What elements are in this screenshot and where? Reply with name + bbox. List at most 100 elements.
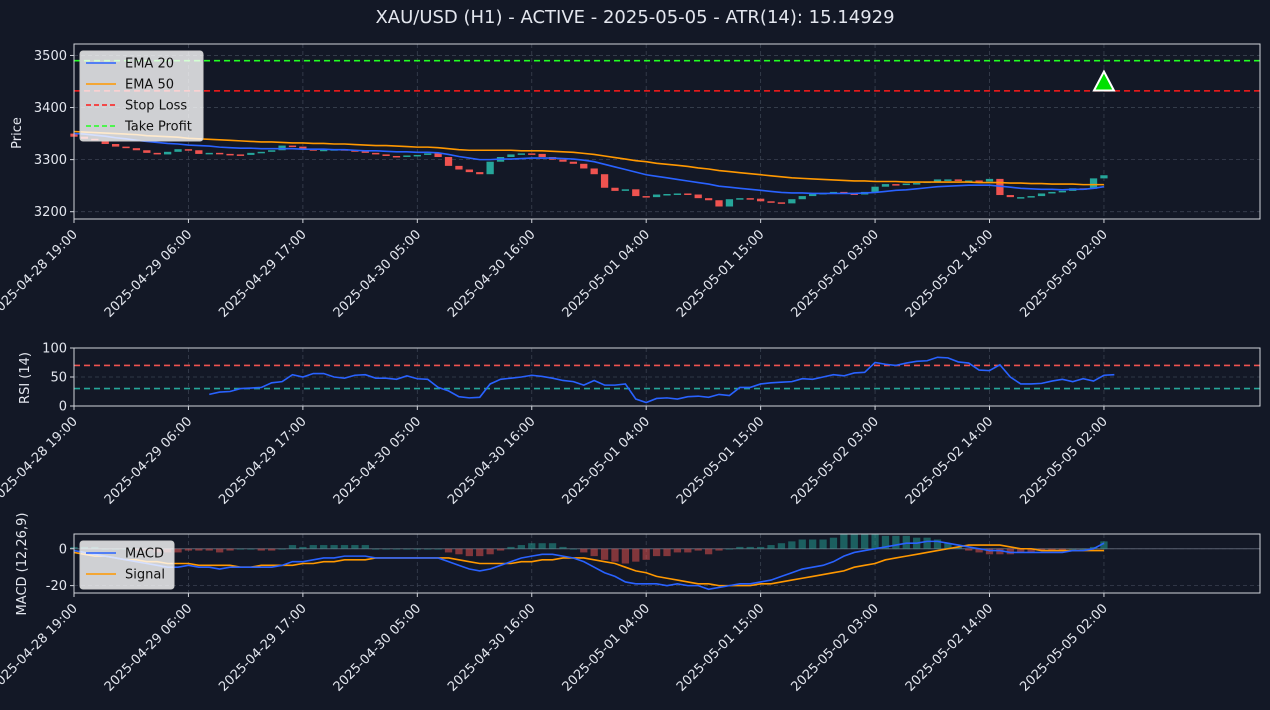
price-candle [1027, 196, 1035, 198]
price-candle [476, 172, 484, 175]
macd-histogram-bar [663, 548, 671, 557]
macd-histogram [70, 534, 1108, 564]
macd-histogram-bar [528, 543, 536, 549]
price-candle [257, 151, 265, 154]
signal-line [73, 544, 1104, 587]
price-candle [954, 179, 962, 181]
price-candle [517, 153, 525, 155]
macd-xtick-label-0: 2025-04-28 19:00 [0, 601, 81, 694]
ema20-line [73, 132, 1105, 195]
price-gridlines [73, 44, 1260, 219]
macd-ytick-label-0: -20 [46, 579, 67, 594]
macd-histogram-bar [736, 546, 744, 549]
price-candle [111, 144, 120, 147]
rsi-line [209, 356, 1115, 404]
rsi-xtick-label-7: 2025-05-02 03:00 [788, 414, 881, 507]
macd-histogram-bar [372, 548, 380, 550]
macd-histogram-bar [465, 548, 473, 557]
macd-xtick-label-2: 2025-04-29 17:00 [216, 601, 309, 694]
price-xtick-label-6: 2025-05-01 15:00 [674, 227, 767, 320]
price-series-lines [73, 130, 1105, 195]
macd-histogram-bar [850, 534, 858, 549]
price-xtick-label-7: 2025-05-02 03:00 [788, 227, 881, 320]
macd-xtick-label-3: 2025-04-30 05:00 [331, 601, 424, 694]
price-candle [174, 149, 182, 152]
price-candle [1100, 175, 1108, 179]
macd-histogram-bar [933, 539, 942, 549]
macd-histogram-bar [351, 545, 359, 549]
price-candle [434, 153, 442, 158]
price-candle [975, 180, 983, 182]
macd-histogram-bar [247, 548, 255, 550]
macd-histogram-bar [1079, 548, 1087, 550]
macd-histogram-bar [621, 548, 630, 564]
price-candle [559, 159, 567, 162]
price-candle [382, 154, 390, 156]
price-xtick-label-5: 2025-05-01 04:00 [560, 227, 653, 320]
macd-xtick-label-1: 2025-04-29 06:00 [102, 601, 195, 694]
price-xtick-label-2: 2025-04-29 17:00 [216, 227, 309, 320]
macd-legend-label-0: MACD [125, 547, 164, 562]
macd-histogram-bar [756, 546, 765, 549]
price-candle [163, 151, 172, 155]
macd-histogram-bar [819, 539, 827, 549]
macd-histogram-bar [652, 548, 661, 557]
price-candle [143, 150, 151, 153]
price-candle [798, 196, 806, 200]
price-candle [777, 202, 786, 204]
price-candle [153, 152, 161, 155]
macd-histogram-bar [746, 546, 754, 549]
price-candle [403, 155, 411, 157]
price-xtick-label-1: 2025-04-29 06:00 [102, 227, 195, 320]
price-candle [642, 196, 650, 198]
macd-histogram-bar [236, 548, 245, 550]
rsi-xtick-label-0: 2025-04-28 19:00 [0, 414, 81, 507]
price-candle [725, 199, 734, 207]
price-candle [736, 198, 744, 200]
price-legend-label-3: Take Profit [124, 120, 192, 135]
macd-histogram-bar [434, 548, 442, 550]
price-candle [205, 152, 213, 155]
price-candle [600, 174, 609, 188]
price-frame [73, 43, 1261, 220]
macd-histogram-bar [538, 543, 546, 549]
price-candle [455, 165, 463, 170]
macd-histogram-bar [902, 535, 910, 549]
price-legend-label-1: EMA 50 [125, 78, 174, 93]
rsi-ytick-label-2: 100 [42, 342, 67, 357]
macd-histogram-bar [809, 539, 817, 549]
price-candle [1048, 191, 1056, 194]
macd-histogram-bar [226, 548, 234, 551]
macd-histogram-bar [569, 548, 578, 550]
price-legend-label-0: EMA 20 [125, 57, 174, 72]
macd-histogram-bar [392, 548, 401, 550]
macd-histogram-bar [767, 545, 775, 549]
macd-histogram-bar [184, 548, 193, 551]
macd-y-axis-title: MACD (12,26,9) [15, 513, 30, 616]
chart-title: XAU/USD (H1) - ACTIVE - 2025-05-05 - ATR… [375, 7, 895, 28]
price-level-lines [74, 59, 1260, 92]
macd-histogram-bar [840, 534, 848, 549]
macd-histogram-bar [590, 548, 598, 557]
macd-legend: MACD Signal [79, 540, 175, 590]
rsi-xtick-label-6: 2025-05-01 15:00 [674, 414, 767, 507]
macd-line [73, 540, 1105, 591]
price-candle [788, 199, 796, 204]
macd-histogram-bar [1048, 548, 1056, 551]
macd-histogram-bar [424, 548, 432, 550]
macd-histogram-bar [798, 539, 806, 549]
macd-histogram-bar [486, 548, 494, 555]
macd-histogram-bar [684, 548, 692, 553]
macd-histogram-bar [892, 535, 900, 549]
macd-xtick-label-7: 2025-05-02 03:00 [788, 601, 881, 694]
price-candle [663, 194, 671, 196]
rsi-ytick-label-0: 0 [59, 400, 67, 415]
price-candle [1058, 190, 1066, 193]
macd-xtick-label-8: 2025-05-02 14:00 [903, 601, 996, 694]
ema50-line [73, 130, 1104, 186]
price-candle [444, 157, 453, 166]
rsi-xtick-label-1: 2025-04-29 06:00 [102, 414, 195, 507]
